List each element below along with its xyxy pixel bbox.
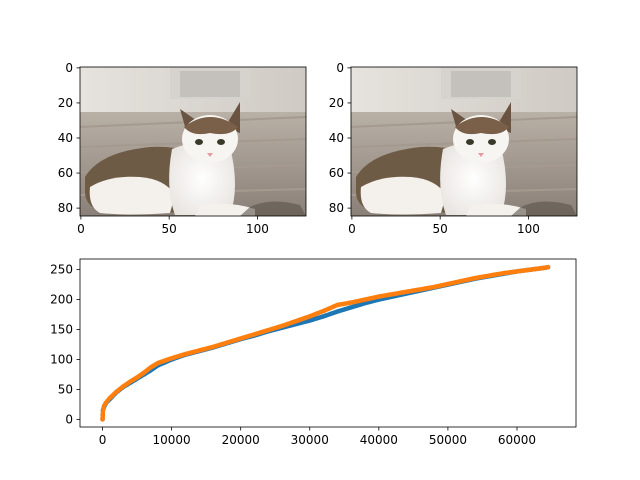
y-tick-label: 60	[58, 166, 73, 180]
series-1	[100, 264, 551, 422]
y-tick-label: 100	[50, 352, 73, 366]
image-frame	[79, 66, 307, 217]
y-tick-label: 20	[58, 96, 73, 110]
y-tick-label: 80	[58, 201, 73, 215]
scatter-points	[100, 264, 551, 422]
cat-photo	[350, 67, 578, 216]
data-point	[545, 264, 551, 270]
y-tick-label: 20	[329, 96, 344, 110]
y-tick-label: 0	[65, 61, 73, 75]
y-tick-label: 200	[50, 293, 73, 307]
x-tick-label: 0	[99, 433, 107, 447]
image-panel-right	[350, 66, 578, 217]
y-tick-label: 150	[50, 323, 73, 337]
x-tick-label: 30000	[291, 433, 329, 447]
x-tick-label: 20000	[222, 433, 260, 447]
cat-photo	[79, 67, 307, 216]
scatter-frame	[79, 258, 577, 428]
x-tick-label: 50	[433, 222, 448, 236]
x-tick-label: 100	[246, 222, 269, 236]
image-panel-left	[79, 66, 307, 217]
y-tick-label: 250	[50, 263, 73, 277]
scatter-panel	[79, 258, 577, 428]
y-tick-label: 40	[329, 131, 344, 145]
y-tick-label: 0	[336, 61, 344, 75]
x-tick-label: 0	[77, 222, 85, 236]
y-tick-label: 60	[329, 166, 344, 180]
y-tick-label: 80	[329, 201, 344, 215]
x-tick-label: 0	[348, 222, 356, 236]
x-tick-label: 50	[162, 222, 177, 236]
x-tick-label: 40000	[360, 433, 398, 447]
series-2	[100, 264, 551, 422]
y-tick-label: 40	[58, 131, 73, 145]
y-tick-label: 50	[58, 382, 73, 396]
y-tick-label: 0	[65, 412, 73, 426]
x-tick-label: 100	[517, 222, 540, 236]
x-tick-label: 60000	[498, 433, 536, 447]
image-frame	[350, 66, 578, 217]
x-tick-label: 50000	[429, 433, 467, 447]
x-tick-label: 10000	[153, 433, 191, 447]
